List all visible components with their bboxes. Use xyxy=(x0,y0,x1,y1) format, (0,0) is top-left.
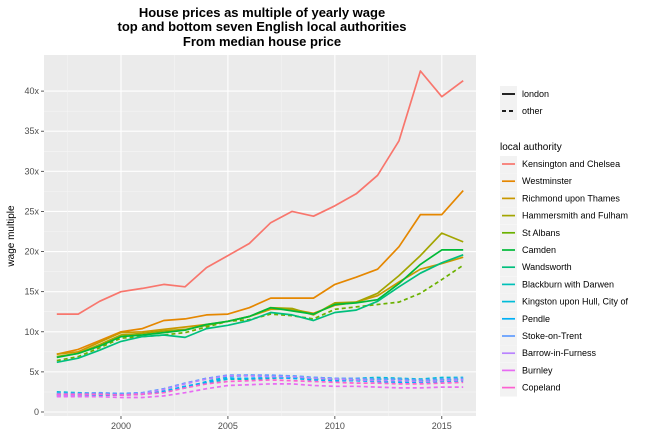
plot-panel xyxy=(44,55,476,416)
legend-item-wandsworth: Wandsworth xyxy=(500,259,572,277)
legend-item-kensington-and-chelsea: Kensington and Chelsea xyxy=(500,156,620,173)
legend-item-westminster: Westminster xyxy=(500,173,572,191)
legend-item-st-albans: St Albans xyxy=(500,224,561,242)
legend-label: Wandsworth xyxy=(522,262,572,272)
chart-title-line-3: From median house price xyxy=(183,34,341,49)
axes: 0 5x 10x 15x 20x 25x 30x 35x 40x 2000 2005 2010 2015 xyxy=(24,86,451,431)
legend-item-pendle: Pendle xyxy=(500,310,550,328)
legend-item-blackburn-with-darwen: Blackburn with Darwen xyxy=(500,276,614,294)
y-tick-label: 30x xyxy=(24,166,39,176)
series-line-westminster xyxy=(56,190,464,356)
legend-label: Burnley xyxy=(522,365,553,375)
legend-label: london xyxy=(522,89,549,99)
series-line-copeland xyxy=(56,379,464,396)
y-tick-label: 5x xyxy=(29,367,39,377)
x-tick-label: 2015 xyxy=(432,421,452,431)
legend-item-kingston-upon-hull-city-of: Kingston upon Hull, City of xyxy=(500,293,629,311)
y-tick-label: 15x xyxy=(24,287,39,297)
x-tick-label: 2005 xyxy=(218,421,238,431)
legend-key xyxy=(500,103,517,120)
legend-label: Kingston upon Hull, City of xyxy=(522,297,629,307)
series-lines xyxy=(56,70,464,399)
series-line-kensington-and-chelsea xyxy=(56,70,464,315)
series-line-barrow-in-furness xyxy=(56,375,464,396)
series-line-burnley xyxy=(56,383,464,399)
legend-item-barrow-in-furness: Barrow-in-Furness xyxy=(500,345,597,363)
legend-item-hammersmith-and-fulham: Hammersmith and Fulham xyxy=(500,207,628,225)
y-tick-label: 25x xyxy=(24,206,39,216)
legend-label: Hammersmith and Fulham xyxy=(522,211,628,221)
series-line-st-albans xyxy=(56,264,464,362)
legend-title: local authority xyxy=(500,142,562,153)
y-axis-title: wage multiple xyxy=(6,205,17,268)
legend-label: St Albans xyxy=(522,228,561,238)
legend: london other local authority Kensington and… xyxy=(500,86,629,397)
y-tick-label: 0 xyxy=(34,407,39,417)
legend-label: Pendle xyxy=(522,314,550,324)
x-tick-label: 2000 xyxy=(111,421,131,431)
y-tick-label: 10x xyxy=(24,327,39,337)
legend-item-london: london xyxy=(500,86,549,103)
legend-label: Westminster xyxy=(522,176,572,186)
legend-label: Camden xyxy=(522,245,556,255)
legend-label: Barrow-in-Furness xyxy=(522,348,597,358)
legend-label: Kensington and Chelsea xyxy=(522,159,620,169)
legend-item-copeland: Copeland xyxy=(500,379,561,397)
series-line-wandsworth xyxy=(56,254,464,364)
legend-label: Stoke-on-Trent xyxy=(522,331,582,341)
y-tick-label: 20x xyxy=(24,247,39,257)
series-line-camden xyxy=(56,249,464,359)
legend-label: Richmond upon Thames xyxy=(522,193,620,203)
series-line-stoke-on-trent xyxy=(56,374,464,395)
chart-title-line-1: House prices as multiple of yearly wage xyxy=(139,5,385,20)
y-tick-label: 40x xyxy=(24,86,39,96)
chart-title: House prices as multiple of yearly wage … xyxy=(118,5,407,49)
series-line-pendle xyxy=(56,376,464,397)
legend-item-other: other xyxy=(500,103,543,120)
legend-item-richmond-upon-thames: Richmond upon Thames xyxy=(500,190,620,208)
y-tick-label: 35x xyxy=(24,126,39,136)
legend-item-burnley: Burnley xyxy=(500,362,553,380)
chart-title-line-2: top and bottom seven English local autho… xyxy=(118,19,407,34)
legend-label: Blackburn with Darwen xyxy=(522,279,614,289)
legend-label: Copeland xyxy=(522,383,561,393)
legend-label: other xyxy=(522,106,543,116)
legend-item-camden: Camden xyxy=(500,242,556,259)
x-tick-label: 2010 xyxy=(325,421,345,431)
legend-item-stoke-on-trent: Stoke-on-Trent xyxy=(500,328,582,345)
